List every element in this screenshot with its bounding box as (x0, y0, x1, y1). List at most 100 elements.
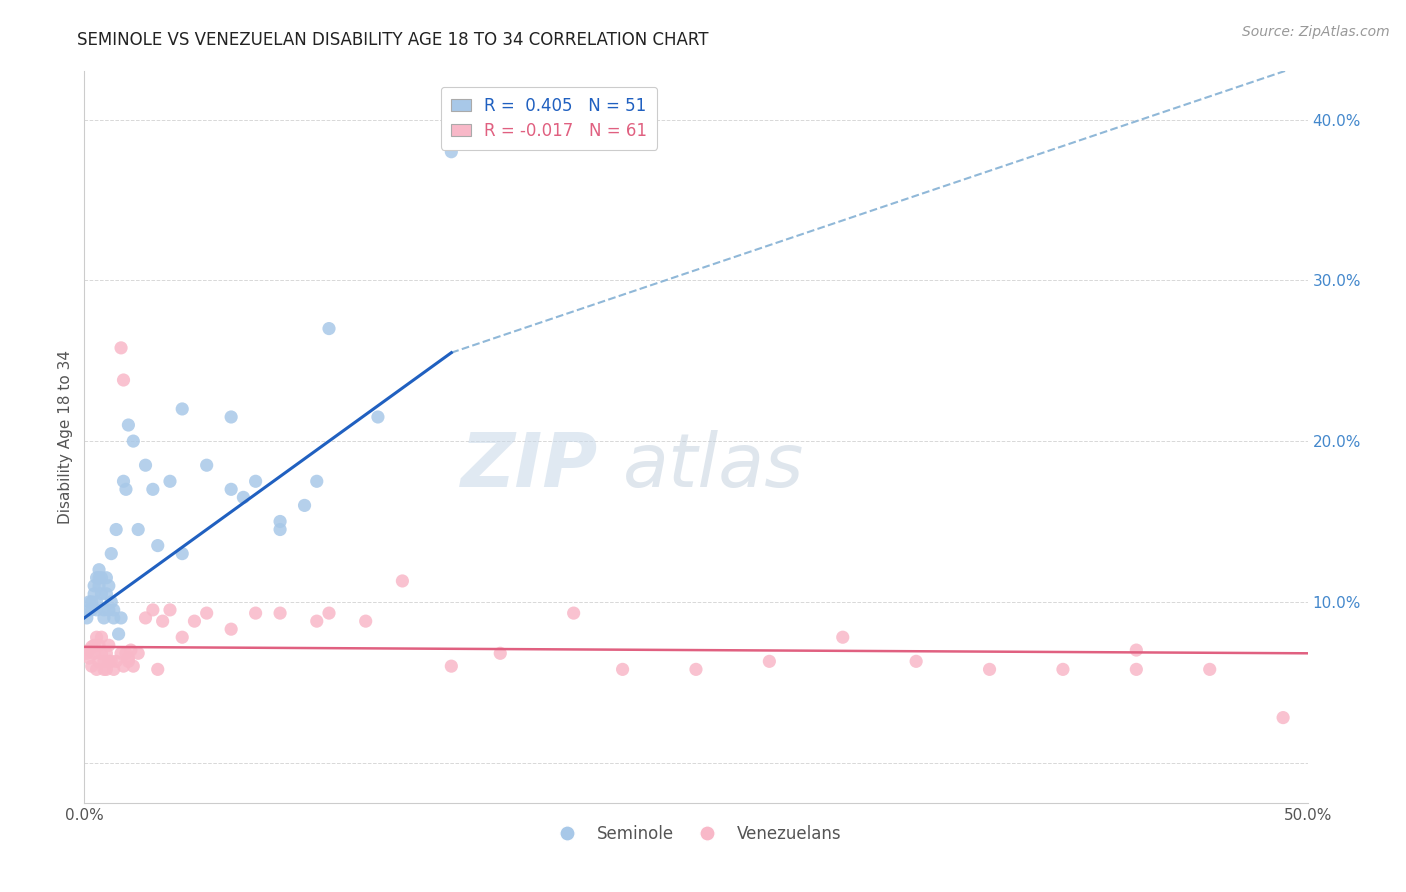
Point (1272, 710, 1295, 724)
Point (979, 662, 1001, 676)
Point (105, 654, 128, 668)
Point (172, 401, 194, 416)
Point (96, 571, 118, 585)
Point (87, 654, 110, 668)
Point (76, 611, 98, 625)
Point (86, 662, 108, 676)
Point (152, 614, 174, 628)
Point (97, 603, 120, 617)
Point (87, 571, 110, 585)
Point (80, 603, 103, 617)
Point (127, 523, 149, 537)
Text: Source: ZipAtlas.com: Source: ZipAtlas.com (1241, 25, 1389, 39)
Text: atlas: atlas (623, 430, 804, 502)
Point (77, 651, 100, 665)
Point (269, 606, 291, 620)
Point (232, 491, 254, 505)
Y-axis label: Disability Age 18 to 34: Disability Age 18 to 34 (58, 350, 73, 524)
Point (318, 606, 340, 620)
Point (1052, 662, 1074, 676)
Point (93, 654, 115, 668)
Point (90, 571, 112, 585)
Point (269, 515, 291, 529)
Point (93, 611, 115, 625)
Point (76, 646, 98, 660)
Point (115, 646, 138, 660)
Point (758, 654, 780, 668)
Point (294, 499, 316, 513)
Point (172, 547, 194, 561)
Point (440, 145, 463, 159)
Point (90, 587, 112, 601)
Point (391, 574, 413, 588)
Point (86, 603, 108, 617)
Point (195, 458, 218, 473)
Point (96, 587, 118, 601)
Point (77, 603, 100, 617)
Point (219, 409, 242, 424)
Point (115, 483, 138, 497)
Point (97, 654, 120, 668)
Point (117, 417, 139, 432)
Point (103, 662, 125, 676)
Point (142, 483, 165, 497)
Point (245, 606, 267, 620)
Point (112, 373, 135, 387)
Point (100, 547, 122, 561)
Point (219, 622, 242, 636)
Point (80, 595, 103, 609)
Point (107, 627, 129, 641)
Point (117, 651, 139, 665)
Point (146, 662, 169, 676)
Point (367, 409, 389, 424)
Point (97, 579, 120, 593)
Point (146, 539, 169, 553)
Point (318, 321, 340, 335)
Point (103, 603, 125, 617)
Point (93, 603, 115, 617)
Point (83, 579, 105, 593)
Point (172, 630, 194, 644)
Point (83, 587, 105, 601)
Point (80, 640, 103, 654)
Point (440, 659, 463, 673)
Point (612, 662, 634, 676)
Point (1125, 643, 1147, 657)
Point (1125, 662, 1147, 676)
Point (87, 638, 110, 652)
Text: ZIP: ZIP (461, 430, 598, 503)
Point (100, 595, 122, 609)
Point (135, 458, 157, 473)
Point (159, 475, 181, 489)
Point (562, 606, 585, 620)
Point (122, 434, 145, 449)
Point (305, 475, 328, 489)
Point (90, 646, 112, 660)
Point (87, 563, 110, 577)
Point (142, 603, 165, 617)
Point (245, 475, 267, 489)
Point (96, 662, 118, 676)
Point (127, 646, 149, 660)
Legend: Seminole, Venezuelans: Seminole, Venezuelans (544, 818, 848, 849)
Point (77, 643, 100, 657)
Point (685, 662, 707, 676)
Point (103, 611, 125, 625)
Point (110, 646, 132, 660)
Point (83, 638, 105, 652)
Point (97, 638, 120, 652)
Point (80, 659, 103, 673)
Point (86, 595, 108, 609)
Text: SEMINOLE VS VENEZUELAN DISABILITY AGE 18 TO 34 CORRELATION CHART: SEMINOLE VS VENEZUELAN DISABILITY AGE 18… (77, 31, 709, 49)
Point (831, 630, 853, 644)
Point (105, 523, 128, 537)
Point (489, 646, 512, 660)
Point (120, 643, 142, 657)
Point (117, 654, 139, 668)
Point (77, 595, 100, 609)
Point (110, 611, 132, 625)
Point (87, 579, 110, 593)
Point (159, 603, 181, 617)
Point (135, 611, 157, 625)
Point (112, 475, 135, 489)
